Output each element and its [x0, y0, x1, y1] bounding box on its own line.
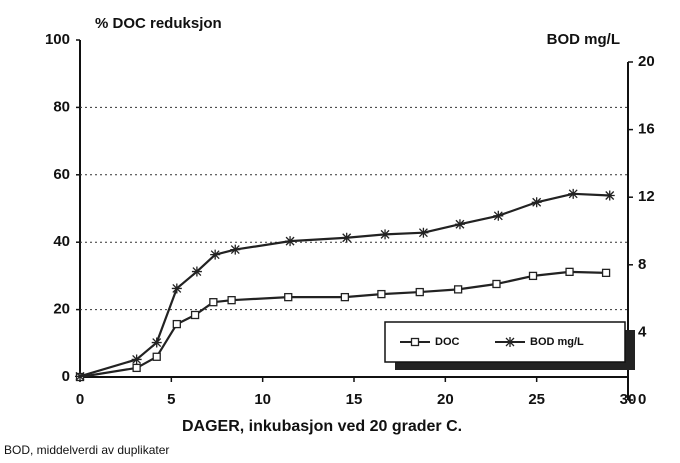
legend-label: DOC	[435, 336, 460, 348]
y-tick-label: 40	[53, 233, 70, 250]
x-tick-label: 5	[167, 391, 175, 408]
marker-square	[227, 296, 236, 305]
y-tick-label: 0	[62, 368, 70, 385]
marker-square	[601, 268, 611, 278]
marker-star	[191, 266, 202, 277]
series-line	[79, 270, 607, 379]
marker-square	[410, 337, 420, 347]
x-tick-label: 0	[76, 391, 84, 408]
legend-label: BOD mg/L	[530, 336, 584, 348]
marker-square	[152, 352, 161, 361]
x-tick-label: 20	[437, 391, 454, 408]
y2-axis-label: BOD mg/L	[547, 31, 620, 48]
y-axis-label: % DOC reduksjon	[95, 15, 222, 32]
marker-star	[493, 210, 504, 221]
marker-star	[604, 190, 615, 201]
marker-star	[171, 283, 182, 294]
series-line	[79, 192, 610, 378]
marker-star	[285, 236, 296, 247]
marker-square	[190, 310, 200, 320]
marker-star	[505, 337, 515, 347]
marker-square	[209, 298, 218, 307]
marker-star	[210, 249, 221, 260]
marker-square	[377, 289, 386, 299]
marker-star	[230, 244, 241, 255]
footnote: BOD, middelverdi av duplikater	[4, 443, 169, 457]
marker-star	[418, 227, 429, 238]
marker-star	[151, 337, 162, 348]
marker-star	[131, 354, 142, 365]
y2-tick-label: 12	[638, 188, 655, 205]
marker-star	[75, 371, 85, 382]
marker-square	[340, 292, 350, 302]
x-axis-label: DAGER, inkubasjon ved 20 grader C.	[182, 418, 462, 435]
x-tick-label: 15	[346, 391, 363, 408]
x-tick-label: 25	[528, 391, 545, 408]
y2-tick-label: 8	[638, 256, 646, 273]
y2-tick-label: 4	[638, 323, 647, 340]
marker-square	[284, 292, 293, 302]
y2-tick-label: 20	[638, 53, 655, 70]
marker-square	[528, 271, 538, 281]
marker-square	[565, 267, 574, 277]
y-tick-label: 20	[53, 301, 70, 318]
marker-square	[172, 319, 181, 329]
marker-square	[492, 279, 501, 289]
y-tick-label: 60	[53, 166, 70, 183]
marker-square	[132, 363, 141, 373]
marker-star	[454, 219, 465, 230]
marker-star	[568, 188, 579, 199]
y-tick-label: 100	[45, 31, 70, 48]
x-tick-label: 10	[254, 391, 271, 408]
marker-star	[531, 197, 542, 208]
marker-star	[380, 229, 391, 240]
marker-square	[453, 285, 463, 294]
y-tick-label: 80	[53, 98, 70, 115]
y2-tick-label: 16	[638, 121, 655, 138]
x-tick-label: 30	[620, 391, 637, 408]
marker-square	[415, 287, 424, 297]
y2-tick-label: 0	[638, 391, 646, 408]
marker-star	[341, 232, 352, 243]
